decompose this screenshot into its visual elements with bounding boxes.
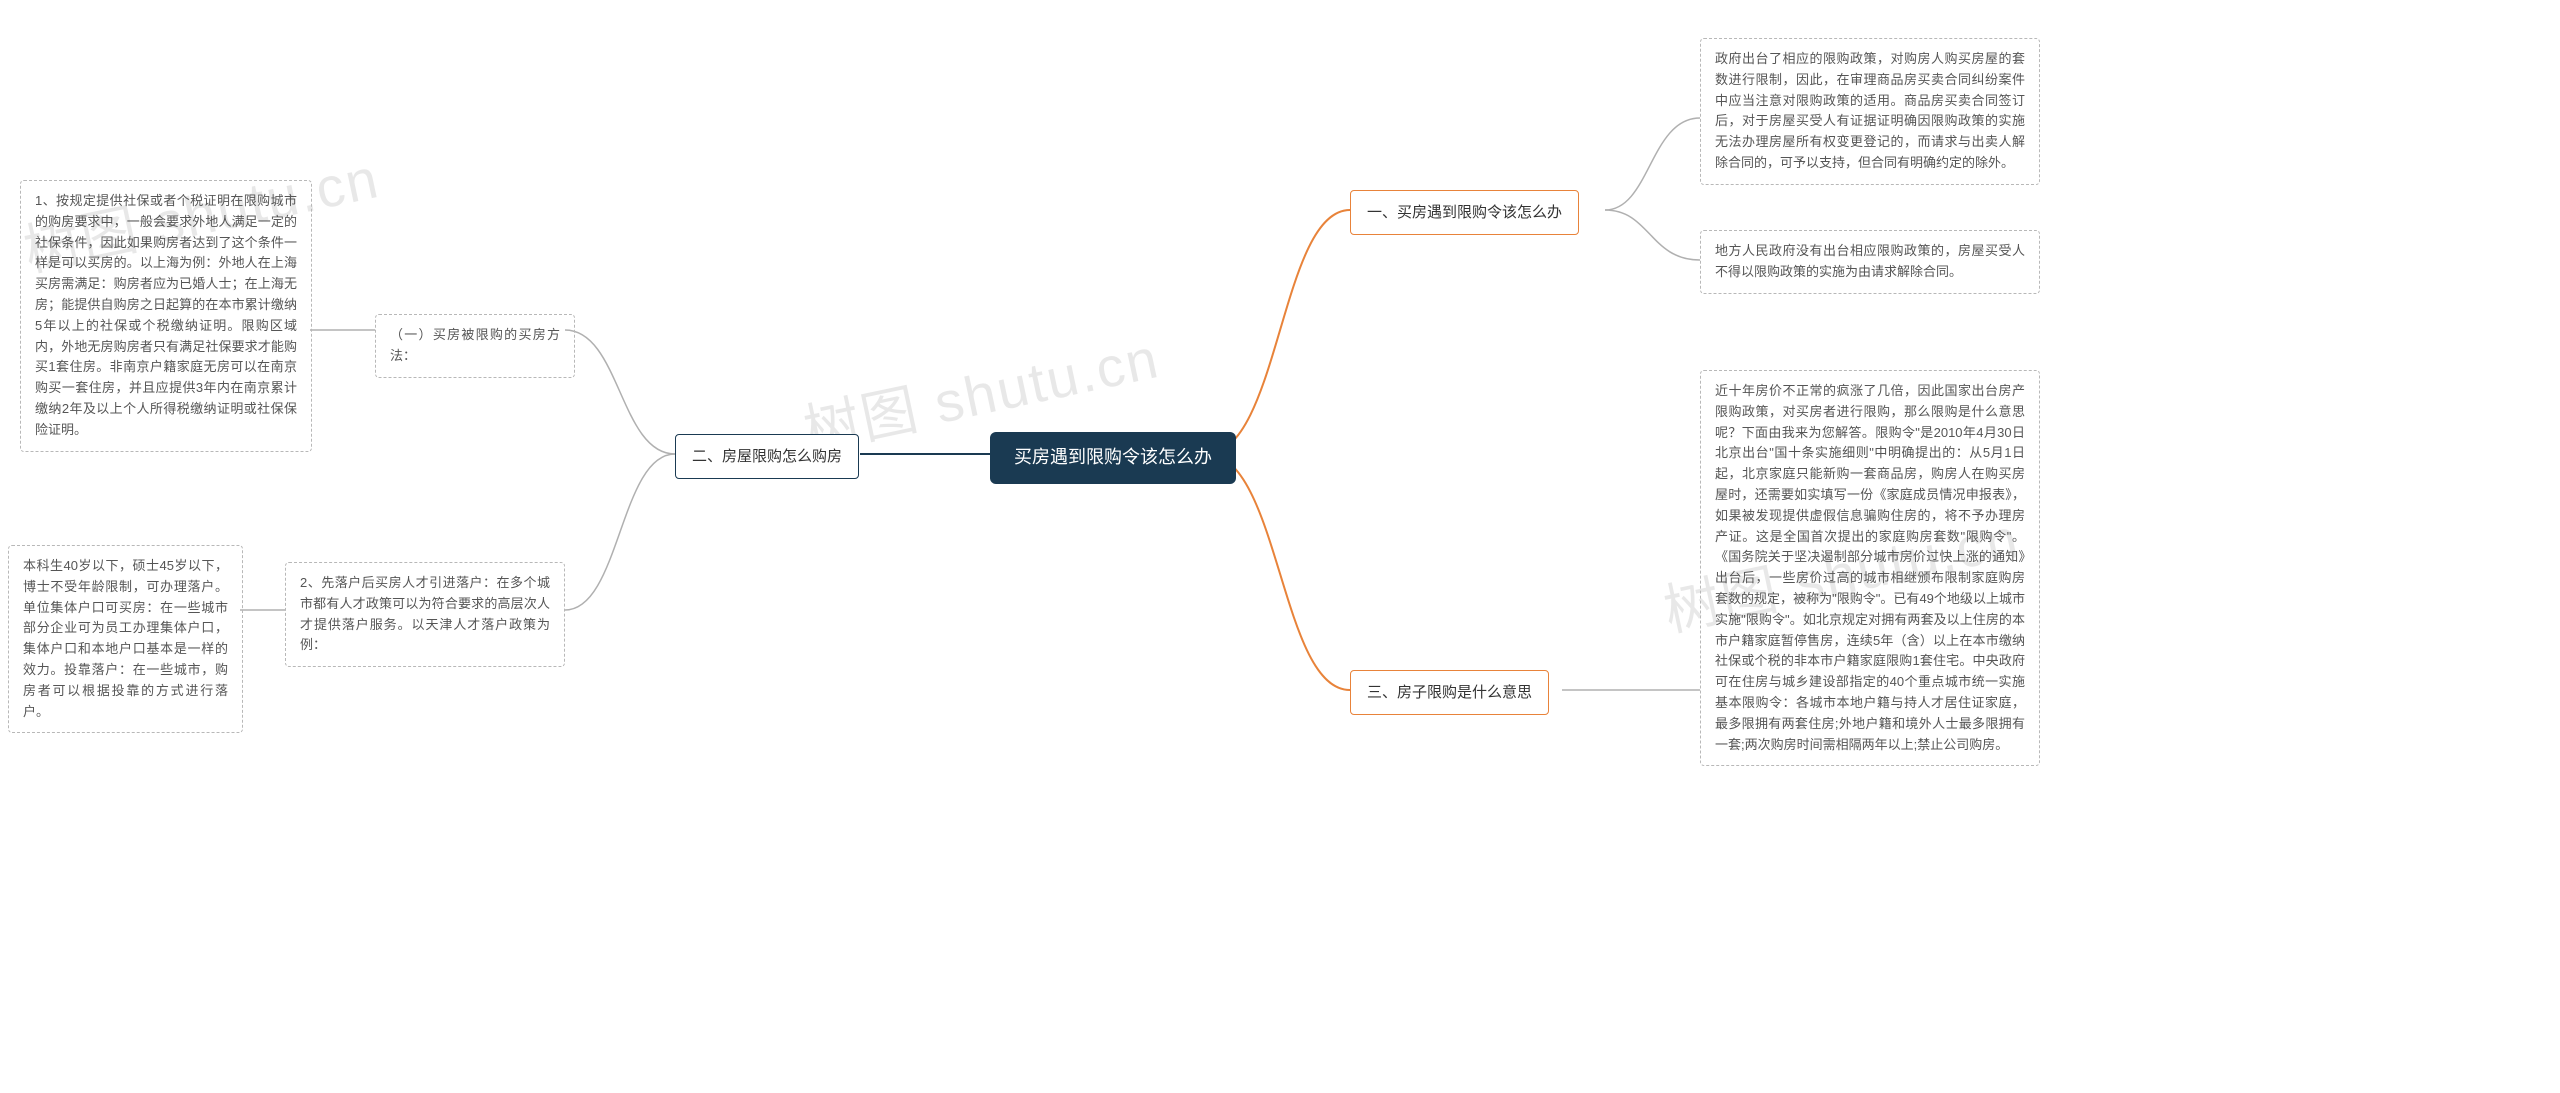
leaf-left-1-1: 1、按规定提供社保或者个税证明在限购城市的购房要求中，一般会要求外地人满足一定的… xyxy=(20,180,312,452)
branch-right-1: 一、买房遇到限购令该怎么办 xyxy=(1350,190,1579,235)
leaf-text: 政府出台了相应的限购政策，对购房人购买房屋的套数进行限制，因此，在审理商品房买卖… xyxy=(1715,51,2025,170)
left-sub-1: （一）买房被限购的买房方法： xyxy=(375,314,575,378)
connector-layer xyxy=(0,0,2560,1093)
branch-label: 二、房屋限购怎么购房 xyxy=(692,448,842,465)
leaf-right-2-1: 近十年房价不正常的疯涨了几倍，因此国家出台房产限购政策，对买房者进行限购，那么限… xyxy=(1700,370,2040,766)
branch-left-1: 二、房屋限购怎么购房 xyxy=(675,434,859,479)
leaf-text: 地方人民政府没有出台相应限购政策的，房屋买受人不得以限购政策的实施为由请求解除合… xyxy=(1715,243,2025,279)
branch-label: 三、房子限购是什么意思 xyxy=(1367,684,1532,701)
left-sub-2: 2、先落户后买房人才引进落户：在多个城市都有人才政策可以为符合要求的高层次人才提… xyxy=(285,562,565,667)
leaf-text: 近十年房价不正常的疯涨了几倍，因此国家出台房产限购政策，对买房者进行限购，那么限… xyxy=(1715,383,2025,752)
branch-right-2: 三、房子限购是什么意思 xyxy=(1350,670,1549,715)
branch-label: 一、买房遇到限购令该怎么办 xyxy=(1367,204,1562,221)
leaf-text: 2、先落户后买房人才引进落户：在多个城市都有人才政策可以为符合要求的高层次人才提… xyxy=(300,575,550,652)
leaf-text: 1、按规定提供社保或者个税证明在限购城市的购房要求中，一般会要求外地人满足一定的… xyxy=(35,193,297,437)
center-label: 买房遇到限购令该怎么办 xyxy=(1014,447,1212,467)
leaf-right-1-1: 政府出台了相应的限购政策，对购房人购买房屋的套数进行限制，因此，在审理商品房买卖… xyxy=(1700,38,2040,185)
leaf-left-2-1: 本科生40岁以下，硕士45岁以下，博士不受年龄限制，可办理落户。单位集体户口可买… xyxy=(8,545,243,733)
leaf-text: 本科生40岁以下，硕士45岁以下，博士不受年龄限制，可办理落户。单位集体户口可买… xyxy=(23,558,228,719)
center-node: 买房遇到限购令该怎么办 xyxy=(990,432,1236,484)
leaf-right-1-2: 地方人民政府没有出台相应限购政策的，房屋买受人不得以限购政策的实施为由请求解除合… xyxy=(1700,230,2040,294)
leaf-text: （一）买房被限购的买房方法： xyxy=(390,327,560,363)
